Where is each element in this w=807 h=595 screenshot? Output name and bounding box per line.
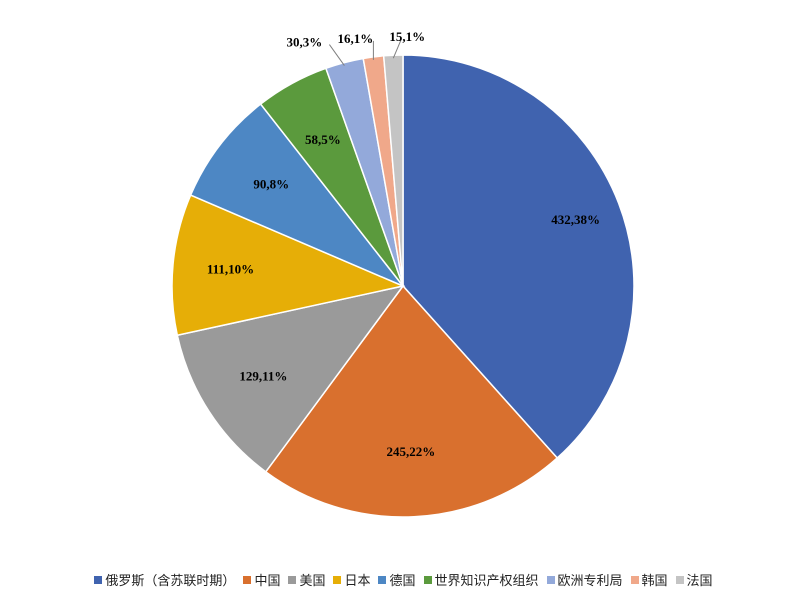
- pie-slice: [189, 103, 404, 287]
- legend-swatch: [630, 575, 639, 584]
- legend-swatch: [333, 575, 342, 584]
- leader-line: [392, 39, 402, 59]
- legend: 俄罗斯（含苏联时期） 中国 美国 日本 德国 世界知识产权组织 欧洲专利局 韩国 法国: [0, 570, 807, 589]
- data-label: 30,3%: [287, 35, 323, 50]
- legend-label: 欧洲专利局: [557, 574, 623, 589]
- legend-label: 美国: [299, 574, 326, 589]
- legend-item: 欧洲专利局: [546, 570, 623, 589]
- legend-label: 德国: [389, 574, 416, 589]
- legend-item: 俄罗斯（含苏联时期）: [94, 570, 235, 589]
- pie-slice: [382, 54, 404, 287]
- legend-item: 美国: [288, 570, 325, 589]
- pie-slice: [402, 54, 635, 460]
- legend-swatch: [546, 575, 555, 584]
- legend-label: 俄罗斯（含苏联时期）: [105, 574, 236, 589]
- legend-swatch: [675, 575, 684, 584]
- legend-item: 世界知识产权组织: [423, 570, 539, 589]
- data-label: 90,8%: [253, 177, 289, 192]
- leader-line: [328, 44, 345, 66]
- legend-label: 中国: [254, 574, 281, 589]
- legend-swatch: [94, 575, 103, 584]
- legend-swatch: [423, 575, 432, 584]
- data-label: 15,1%: [389, 29, 425, 44]
- legend-swatch: [243, 575, 252, 584]
- legend-label: 世界知识产权组织: [434, 574, 539, 589]
- data-label: 432,38%: [551, 212, 600, 227]
- legend-item: 德国: [378, 570, 416, 589]
- legend-item: 中国: [243, 570, 280, 589]
- pie-slice: [264, 284, 559, 518]
- legend-swatch: [288, 575, 297, 584]
- legend-label: 日本: [344, 574, 371, 589]
- legend-label: 韩国: [641, 574, 668, 589]
- data-label: 111,10%: [207, 262, 254, 277]
- data-label: 245,22%: [387, 444, 436, 459]
- pie-chart: 432,38% 245,22% 129,11% 111,10% 90,8% 58,5% 30…: [171, 29, 635, 518]
- pie-slice: [171, 194, 406, 337]
- legend-label: 法国: [686, 574, 713, 589]
- legend-swatch: [378, 575, 387, 584]
- legend-item: 法国: [675, 570, 713, 589]
- legend-item: 韩国: [630, 570, 668, 589]
- pie-slice: [176, 284, 405, 473]
- data-label: 16,1%: [338, 31, 374, 46]
- data-label: 58,5%: [305, 132, 341, 147]
- legend-item: 日本: [333, 570, 370, 589]
- data-label: 129,11%: [239, 368, 287, 383]
